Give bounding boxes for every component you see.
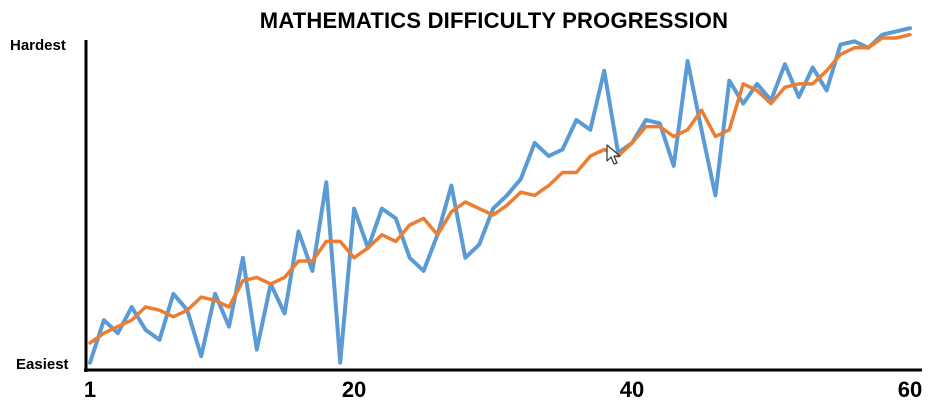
series-line-1 [88, 26, 912, 365]
y-axis-label-easiest: Easiest [16, 356, 69, 373]
y-axis-label-hardest: Hardest [10, 37, 66, 54]
x-tick-label-1: 1 [84, 377, 96, 402]
x-tick-label-40: 40 [620, 377, 644, 402]
mouse-pointer-icon [606, 144, 621, 165]
x-tick-label-60: 60 [898, 377, 922, 402]
x-tick-label-20: 20 [342, 377, 366, 402]
series-line-2 [88, 32, 912, 345]
chart-title: MATHEMATICS DIFFICULTY PROGRESSION [259, 8, 729, 33]
